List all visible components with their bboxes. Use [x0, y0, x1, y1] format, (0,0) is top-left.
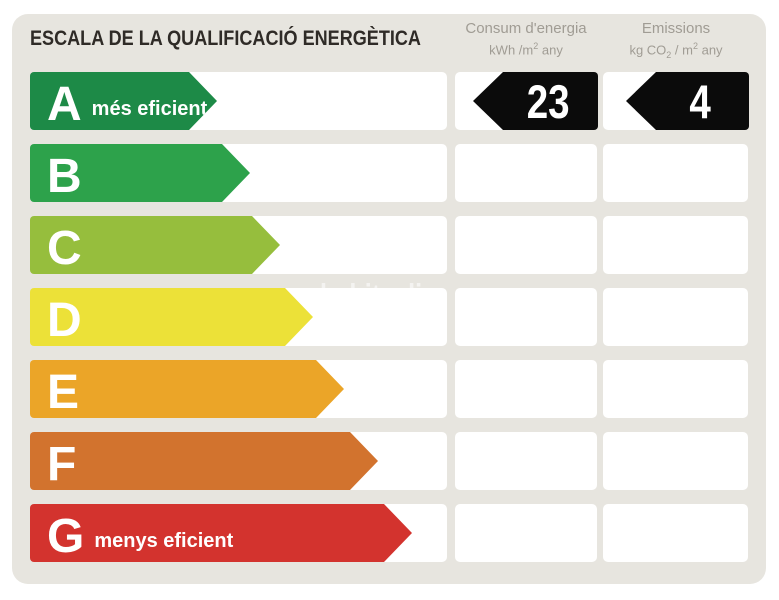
emissions-cell [603, 288, 748, 346]
grade-label: més eficient [91, 98, 208, 120]
rating-row-d: D [0, 288, 779, 346]
rating-row-a: A més eficient 23 4 [0, 72, 779, 130]
consum-cell [455, 432, 597, 490]
grade-letter: B [47, 149, 82, 203]
consum-cell [455, 504, 597, 562]
consum-header-label: Consum d'energia [465, 20, 587, 37]
grade-letter: A [47, 77, 82, 131]
grade-arrow: E [30, 360, 344, 418]
consum-column-header: Consum d'energia kWh /m2 any [448, 20, 604, 58]
grade-letter: F [47, 437, 77, 491]
emissions-value-badge: 4 [626, 72, 749, 130]
emissions-value: 4 [689, 74, 712, 128]
emissions-cell [603, 360, 748, 418]
consum-value: 23 [527, 74, 570, 128]
grade-letter: G [47, 509, 85, 563]
grade-arrow: F [30, 432, 378, 490]
emissions-cell [603, 216, 748, 274]
consum-cell [455, 144, 597, 202]
consum-cell [455, 288, 597, 346]
emissions-header-label: Emissions [641, 20, 711, 37]
emissions-header-unit: kg CO2 / m2 any [629, 40, 723, 60]
consum-cell [455, 216, 597, 274]
grade-arrow: C [30, 216, 280, 274]
grade-letter: E [47, 365, 80, 419]
page-title: ESCALA DE LA QUALIFICACIÓ ENERGÈTICA [30, 27, 421, 50]
rating-row-b: B [0, 144, 779, 202]
grade-arrow: G menys eficient [30, 504, 412, 562]
grade-arrow: D [30, 288, 313, 346]
consum-header-unit: kWh /m2 any [489, 40, 563, 58]
consum-cell [455, 360, 597, 418]
rating-row-c: C [0, 216, 779, 274]
emissions-cell [603, 504, 748, 562]
rating-row-f: F [0, 432, 779, 490]
emissions-column-header: Emissions kg CO2 / m2 any [600, 20, 752, 61]
rating-row-g: G menys eficient [0, 504, 779, 562]
rating-row-e: E [0, 360, 779, 418]
grade-letter: C [47, 221, 82, 275]
grade-label: menys eficient [94, 530, 234, 552]
consum-value-badge: 23 [473, 72, 598, 130]
emissions-cell [603, 432, 748, 490]
grade-arrow: B [30, 144, 250, 202]
grade-arrow: A més eficient [30, 72, 217, 130]
grade-letter: D [47, 293, 82, 347]
emissions-cell [603, 144, 748, 202]
